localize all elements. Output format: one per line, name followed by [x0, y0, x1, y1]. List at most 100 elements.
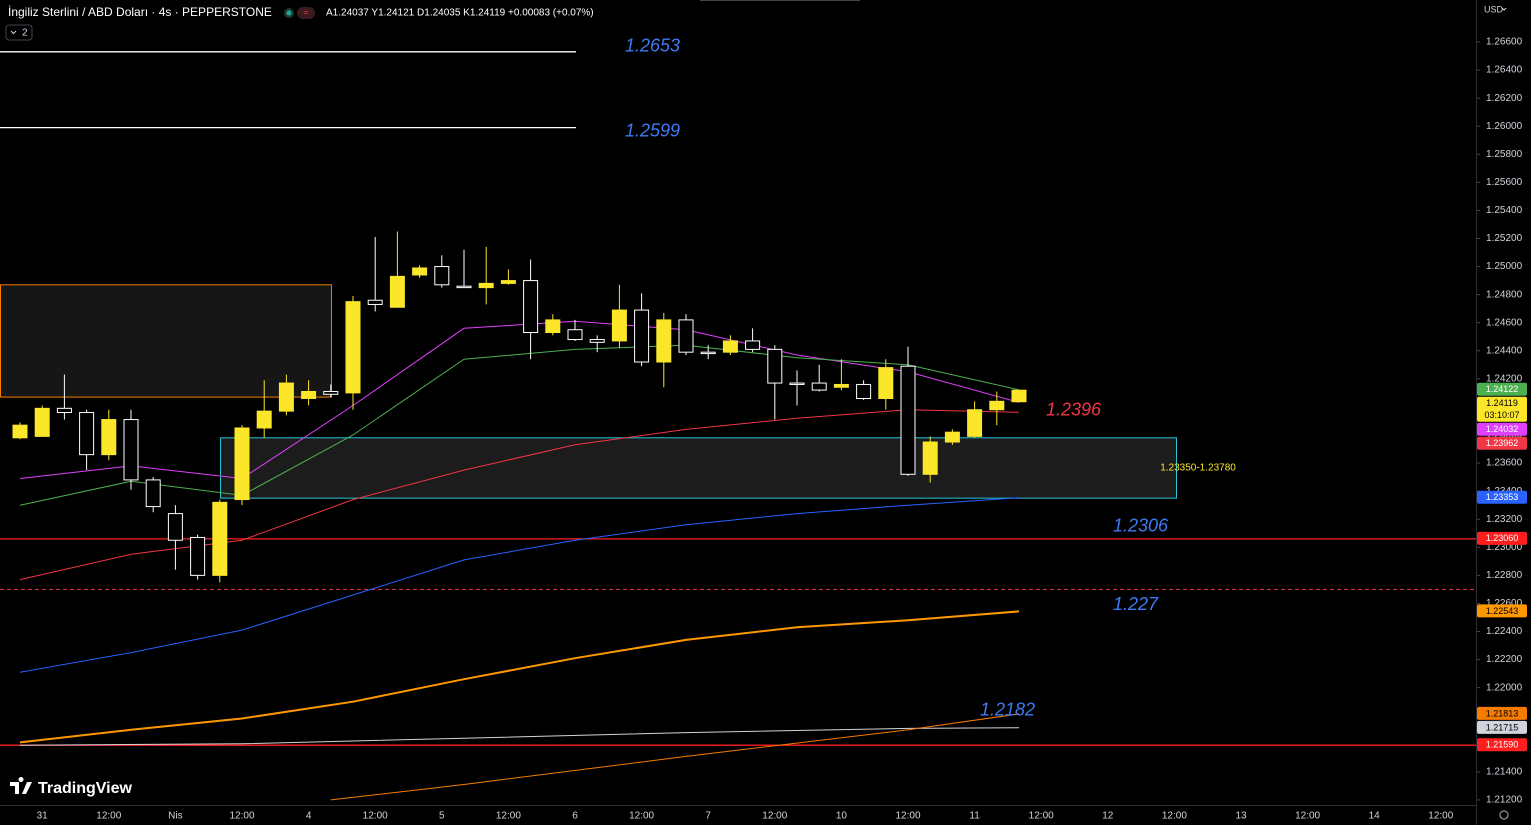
logo-mark — [10, 777, 32, 794]
candle-body — [34, 407, 50, 437]
level-label: 1.2599 — [625, 120, 680, 140]
x-tick-label: 12:00 — [1428, 811, 1453, 822]
indicator-toggle[interactable] — [5, 24, 33, 41]
candle-body — [789, 382, 805, 385]
y-tick-label: 1.22800 — [1486, 570, 1523, 581]
candle-body — [145, 479, 161, 508]
price-badge-label: 1.21715 — [1486, 722, 1519, 732]
price-badge — [1477, 604, 1527, 618]
candle-body — [523, 280, 539, 334]
x-tick-label: 12:00 — [496, 811, 521, 822]
candle-body — [989, 400, 1005, 411]
candle-body — [678, 319, 694, 353]
y-tick-label: 1.23000 — [1486, 542, 1523, 553]
symbol-title[interactable]: İngiliz Sterlini / ABD Doları · 4s · PEP… — [8, 5, 272, 19]
price-badge-label: 1.23962 — [1486, 438, 1519, 448]
price-badge — [1477, 706, 1527, 720]
logo-text: TradingView — [38, 780, 133, 797]
chevron-icon — [10, 30, 17, 35]
currency-selector[interactable]: USD — [1484, 4, 1504, 14]
candle-body — [545, 319, 561, 334]
candle-body — [745, 340, 761, 350]
candle-body — [167, 513, 183, 541]
price-badge-label: 1.23353 — [1486, 492, 1519, 502]
logo[interactable]: TradingView — [10, 777, 133, 797]
settings-icon[interactable] — [1499, 810, 1509, 820]
candle-body — [434, 266, 450, 286]
data-status-icon: ≈ — [304, 7, 309, 17]
y-tick-label: 1.22600 — [1486, 598, 1523, 609]
candle-body — [500, 280, 516, 284]
candle-body — [634, 309, 650, 363]
market-status-dot — [286, 10, 292, 16]
candle-body — [234, 427, 250, 501]
price-badge — [1477, 738, 1527, 752]
moving-average — [330, 713, 1020, 801]
indicator-count[interactable]: 2 — [22, 28, 28, 39]
data-status — [297, 7, 315, 19]
x-tick-label: 12:00 — [229, 811, 254, 822]
y-tick-label: 1.24400 — [1486, 345, 1523, 356]
candle-body — [456, 285, 472, 289]
currency-chevron — [1501, 7, 1507, 11]
price-badge-label: 1.24032 — [1486, 424, 1519, 434]
zone — [220, 437, 1177, 499]
candle-body — [345, 301, 361, 394]
price-badge-label: 1.22543 — [1486, 606, 1519, 616]
price-badge — [1477, 382, 1527, 396]
x-tick-label: 31 — [37, 811, 49, 822]
candle-body — [878, 367, 894, 399]
candle-body — [967, 409, 983, 437]
x-tick-label: 12:00 — [1162, 811, 1187, 822]
candle-body — [190, 536, 206, 576]
price-badge — [1477, 720, 1527, 734]
candle-body — [589, 339, 605, 343]
y-tick-label: 1.21200 — [1486, 795, 1523, 806]
zone — [0, 284, 332, 398]
candle-body — [1011, 389, 1027, 403]
x-tick-label: 10 — [836, 811, 848, 822]
x-tick-label: 6 — [572, 811, 578, 822]
y-tick-label: 1.23200 — [1486, 514, 1523, 525]
candle-body — [212, 501, 228, 576]
x-tick-label: 13 — [1235, 811, 1247, 822]
x-tick-label: 11 — [969, 811, 980, 822]
candle-body — [412, 267, 428, 276]
price-badge-label: 1.21813 — [1486, 708, 1519, 718]
candle-body — [101, 419, 117, 456]
x-tick-label: 12:00 — [629, 811, 654, 822]
candle-body — [767, 348, 783, 384]
level-label: 1.227 — [1113, 594, 1159, 614]
y-tick-label: 1.22000 — [1486, 682, 1523, 693]
x-tick-label: 5 — [439, 811, 445, 822]
candle-body — [811, 382, 827, 391]
candle-body — [856, 383, 872, 399]
price-badge — [1477, 490, 1527, 504]
annotation: 1.2396 — [1046, 399, 1102, 419]
y-tick-label: 1.22200 — [1486, 654, 1523, 665]
y-tick-label: 1.25400 — [1486, 205, 1523, 216]
x-tick-label: 12:00 — [363, 811, 388, 822]
y-tick-label: 1.24800 — [1486, 289, 1523, 300]
candle-body — [900, 365, 916, 475]
candle-body — [278, 382, 294, 412]
moving-average — [19, 344, 1020, 506]
candle-body — [12, 424, 28, 439]
y-tick-label: 1.24600 — [1486, 317, 1523, 328]
moving-average — [19, 727, 1020, 746]
candle-body — [944, 431, 960, 443]
candle-body — [367, 299, 383, 305]
candle-body — [123, 419, 139, 481]
annotation: 1.2182 — [980, 700, 1035, 720]
y-tick-label: 1.24200 — [1486, 373, 1523, 384]
moving-average — [19, 610, 1020, 744]
price-badge-label: 1.23060 — [1486, 533, 1519, 543]
candle-body — [389, 275, 405, 308]
price-badge — [1477, 436, 1527, 450]
moving-average — [19, 320, 1020, 480]
moving-average — [19, 497, 1020, 673]
price-badge-label: 1.24119 — [1486, 398, 1518, 408]
y-tick-label: 1.23600 — [1486, 458, 1523, 469]
